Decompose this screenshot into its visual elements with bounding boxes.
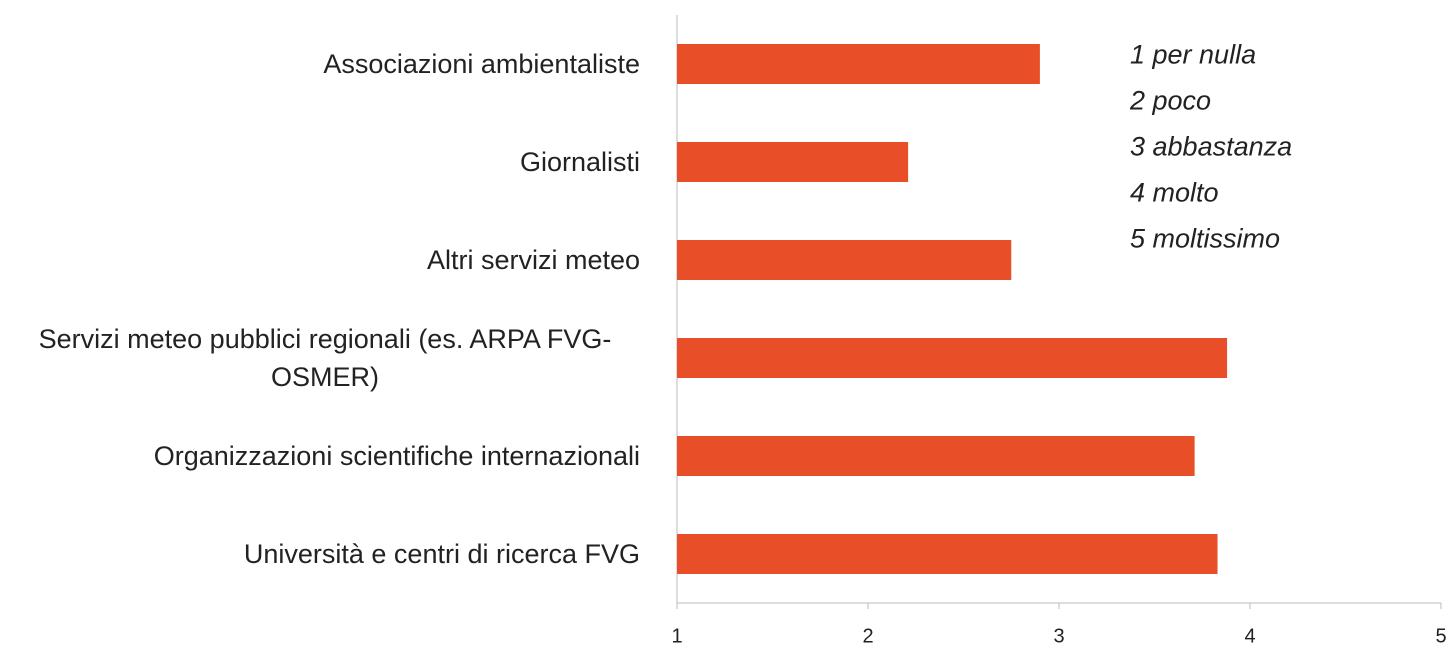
bar	[677, 240, 1012, 280]
bar	[677, 142, 909, 182]
category-label: Servizi meteo pubblici regionali (es. AR…	[0, 320, 640, 396]
category-label: Altri servizi meteo	[0, 241, 640, 279]
annotation-text: 3 abbastanza	[1130, 131, 1293, 162]
annotation-text: 4 molto	[1130, 177, 1219, 208]
annotation-text: 1 per nulla	[1130, 39, 1257, 70]
annotation: 3 abbastanza	[1130, 132, 1292, 163]
category-label-text: Giornalisti	[519, 147, 640, 177]
x-tick-label: 1	[671, 625, 682, 647]
category-label-text: Altri servizi meteo	[426, 245, 640, 275]
annotation: 4 molto	[1130, 178, 1219, 209]
annotation: 1 per nulla	[1130, 40, 1256, 71]
x-tick-label: 3	[1053, 625, 1064, 647]
annotation-text: 5 moltissimo	[1130, 223, 1281, 254]
x-tick-label: 5	[1435, 625, 1446, 647]
x-tick-label: 2	[862, 625, 873, 647]
category-label-text: Organizzazioni scientifiche internaziona…	[153, 441, 640, 471]
category-label-text: Università e centri di ricerca FVG	[243, 539, 640, 569]
category-label: Giornalisti	[0, 143, 640, 181]
bar	[677, 534, 1218, 574]
x-tick-label: 4	[1244, 625, 1255, 647]
bar	[677, 436, 1195, 476]
annotation: 5 moltissimo	[1130, 224, 1280, 255]
category-label: Università e centri di ricerca FVG	[0, 535, 640, 573]
annotation-text: 2 poco	[1130, 85, 1212, 116]
category-label: Organizzazioni scientifiche internaziona…	[0, 437, 640, 475]
category-label-text: Servizi meteo pubblici regionali (es. AR…	[38, 324, 612, 392]
annotation: 2 poco	[1130, 86, 1211, 117]
bar	[677, 44, 1040, 84]
bar	[677, 338, 1228, 378]
category-label-text: Associazioni ambientaliste	[323, 49, 640, 79]
category-label: Associazioni ambientaliste	[0, 45, 640, 83]
